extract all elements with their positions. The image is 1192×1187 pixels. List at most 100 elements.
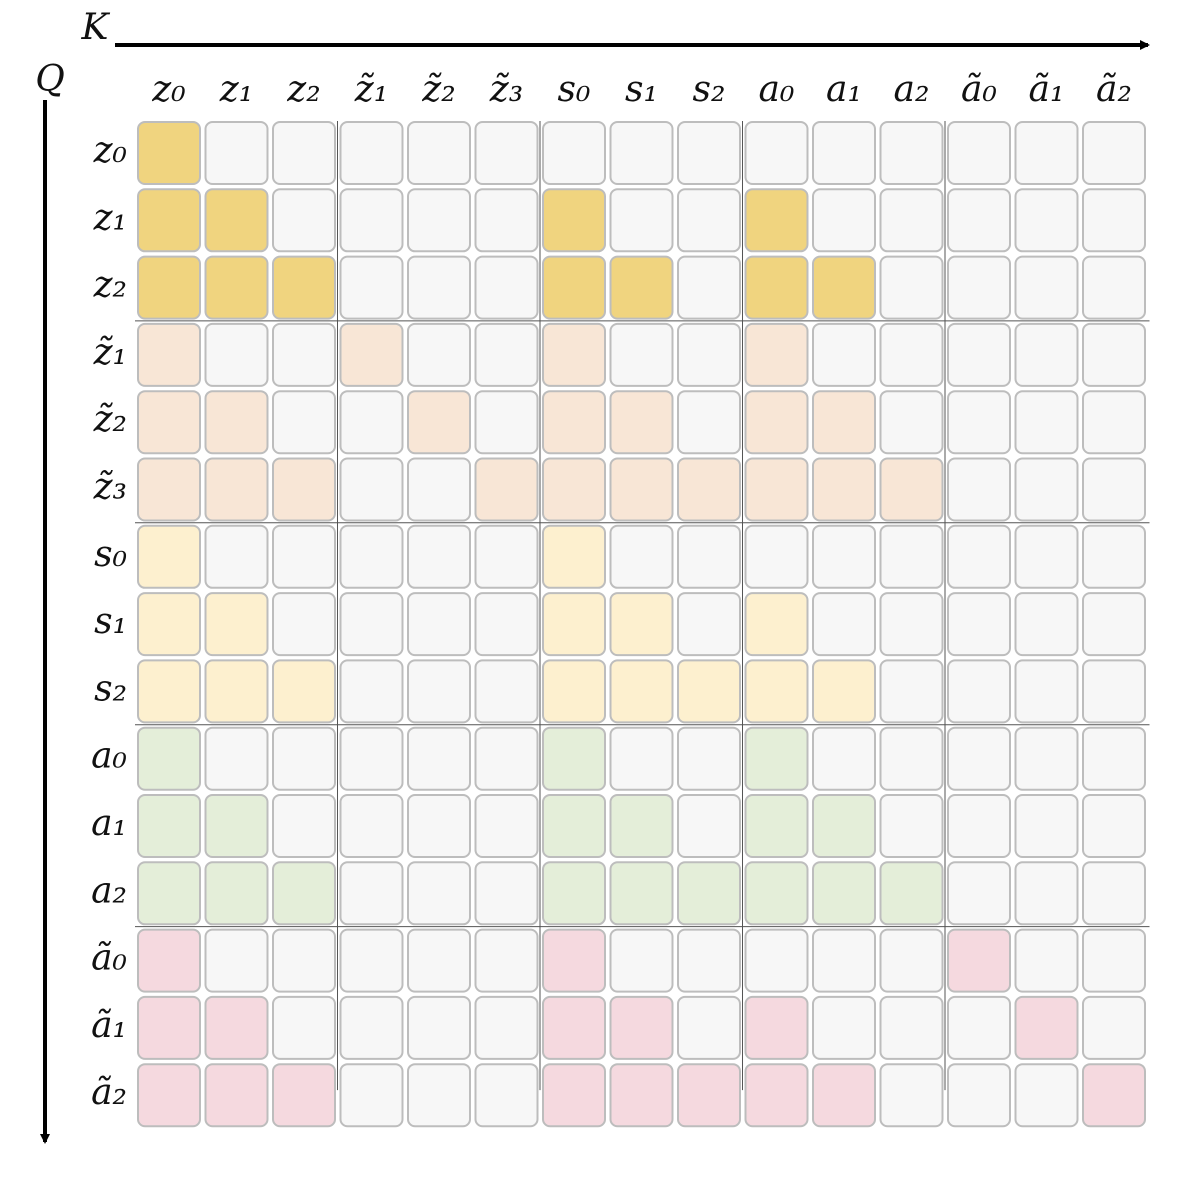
mask-cell (879, 524, 944, 589)
row-label: a₂ (91, 870, 127, 911)
mask-cell (744, 255, 809, 320)
mask-cell (609, 322, 674, 387)
mask-cell (609, 457, 674, 522)
mask-cell (812, 861, 876, 926)
mask-cell (542, 861, 606, 926)
column-label: ã₀ (961, 69, 997, 110)
mask-cell (744, 524, 809, 589)
column-label: z₂ (286, 69, 320, 110)
mask-cell (474, 726, 539, 791)
mask-cell (204, 322, 269, 387)
mask-cell (339, 592, 404, 657)
mask-cell (609, 255, 674, 320)
mask-cell (407, 995, 471, 1060)
mask-cell (677, 794, 741, 858)
mask-cell (812, 322, 876, 387)
mask-cell (609, 928, 674, 993)
mask-cell (677, 861, 741, 926)
mask-cell (947, 726, 1011, 791)
mask-cell (1014, 928, 1079, 993)
mask-cell (947, 928, 1011, 993)
mask-cell (474, 121, 539, 185)
mask-cell (204, 928, 269, 993)
mask-cell (1082, 188, 1146, 253)
k-label: K (81, 7, 111, 48)
row-label: a₀ (91, 736, 127, 777)
mask-cell (542, 794, 606, 858)
mask-cell (1014, 794, 1079, 858)
mask-cell (272, 457, 336, 522)
mask-cell (137, 861, 201, 926)
mask-cell (339, 928, 404, 993)
mask-cell (812, 121, 876, 185)
row-label: z̃₃ (93, 467, 127, 508)
mask-cell (744, 592, 809, 657)
column-label: z̃₃ (489, 69, 523, 110)
mask-cell (744, 659, 809, 724)
row-label: ã₁ (91, 1005, 127, 1046)
mask-cell (812, 794, 876, 858)
mask-cell (1014, 1063, 1079, 1128)
mask-cell (744, 121, 809, 185)
mask-cell (812, 592, 876, 657)
column-label: s₁ (625, 69, 658, 110)
mask-cell (1082, 794, 1146, 858)
mask-cell (812, 1063, 876, 1128)
mask-cell (677, 457, 741, 522)
mask-cell (407, 188, 471, 253)
column-label: z̃₂ (421, 69, 455, 110)
mask-cell (947, 524, 1011, 589)
mask-cell (609, 1063, 674, 1128)
mask-cell (744, 188, 809, 253)
mask-cell (879, 188, 944, 253)
mask-cell (339, 121, 404, 185)
mask-cell (204, 255, 269, 320)
mask-cell (474, 322, 539, 387)
mask-cell (137, 390, 201, 455)
mask-cell (744, 928, 809, 993)
mask-cell (474, 659, 539, 724)
mask-cell (272, 390, 336, 455)
mask-cell (542, 726, 606, 791)
mask-cell (744, 322, 809, 387)
row-label: ã₀ (91, 938, 127, 979)
mask-cell (677, 322, 741, 387)
mask-cell (609, 794, 674, 858)
mask-cell (879, 794, 944, 858)
mask-cell (339, 1063, 404, 1128)
mask-cell (677, 255, 741, 320)
mask-cell (407, 928, 471, 993)
mask-cell (1082, 121, 1146, 185)
mask-cell (204, 726, 269, 791)
mask-cell (204, 1063, 269, 1128)
mask-cell (609, 390, 674, 455)
row-label: ã₂ (91, 1072, 127, 1113)
mask-cell (1014, 255, 1079, 320)
q-label: Q (35, 59, 65, 100)
mask-cell (272, 1063, 336, 1128)
mask-cell (407, 457, 471, 522)
mask-cell (272, 255, 336, 320)
mask-cell (542, 188, 606, 253)
mask-cell (407, 659, 471, 724)
mask-cell (542, 390, 606, 455)
mask-cell (879, 928, 944, 993)
mask-cell (812, 928, 876, 993)
mask-cell (407, 1063, 471, 1128)
mask-cell (137, 255, 201, 320)
mask-cell (609, 592, 674, 657)
column-label: z̃₁ (354, 69, 388, 110)
mask-cell (677, 592, 741, 657)
mask-cell (609, 659, 674, 724)
mask-cell (812, 457, 876, 522)
mask-cell (204, 995, 269, 1060)
mask-cell (744, 1063, 809, 1128)
mask-cell (1014, 659, 1079, 724)
mask-cell (204, 524, 269, 589)
mask-cell (407, 794, 471, 858)
mask-cell (407, 255, 471, 320)
mask-cell (879, 726, 944, 791)
mask-cell (204, 592, 269, 657)
mask-cell (339, 457, 404, 522)
mask-cell (272, 861, 336, 926)
